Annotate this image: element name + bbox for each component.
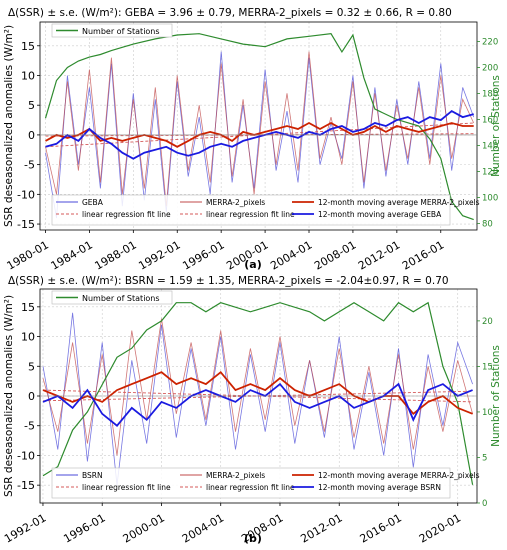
legend-label: Number of Stations: [82, 294, 160, 303]
y-tick-label: 0: [28, 129, 35, 142]
x-tick-label: 1992-01: [136, 238, 182, 272]
legend-label: MERRA-2_pixels: [206, 471, 265, 480]
legend-label: Number of Stations: [82, 27, 160, 36]
series-linear-regression-fit-line-merra-2-pixels: [45, 133, 474, 137]
y2-tick-label: 140: [482, 142, 498, 152]
legend-frame: [51, 290, 173, 305]
x-tick-label: 2016-01: [358, 511, 404, 545]
x-tick-label: 2004-01: [180, 511, 226, 545]
y2-tick-label: 10: [482, 408, 493, 418]
legend-label: 12-month moving average GEBA: [318, 210, 442, 219]
y2-tick-label: 80: [482, 220, 493, 230]
panel-caption: (b): [244, 532, 262, 545]
y-tick-label: -10: [17, 449, 35, 462]
legend-frame: [51, 23, 173, 38]
legend-frame: [51, 467, 451, 499]
y-tick-label: -10: [17, 188, 35, 201]
legend-label: linear regression fit line: [206, 210, 295, 219]
y2-tick-label: 180: [482, 90, 498, 100]
legend-label: linear regression fit line: [82, 210, 171, 219]
x-tick-label: 1996-01: [180, 238, 226, 272]
x-tick-label: 2012-01: [356, 238, 402, 272]
legend-frame: [51, 194, 451, 226]
y2-tick-label: 5: [482, 453, 487, 463]
y2-tick-label: 160: [482, 116, 498, 126]
legend-label: GEBA: [82, 198, 104, 207]
y2-tick-label: 0: [482, 499, 487, 509]
y-tick-label: 5: [28, 360, 35, 373]
series-linear-regression-fit-line-bsrn: [42, 390, 473, 402]
y2-axis-label: Number of Stations: [490, 345, 502, 447]
x-tick-label: 2016-01: [400, 238, 446, 272]
legend-label: linear regression fit line: [82, 483, 171, 492]
x-tick-label: 2000-01: [121, 511, 167, 545]
y-tick-label: 0: [28, 390, 35, 403]
y2-tick-label: 20: [482, 317, 493, 327]
chart-panel-a: Δ(SSR) ± s.e. (W/m²): GEBA = 3.96 ± 0.79…: [3, 7, 502, 273]
y-tick-label: -15: [17, 479, 35, 492]
x-tick-label: 2020-01: [417, 511, 463, 545]
panel-caption: (a): [244, 258, 261, 271]
series-number-of-stations: [44, 33, 474, 221]
y-tick-label: 15: [21, 301, 35, 314]
y-tick-label: 15: [21, 40, 35, 53]
x-tick-label: 1988-01: [93, 238, 139, 272]
series-12-month-moving-average-bsrn: [42, 382, 473, 427]
chart-panel-b: Δ(SSR) ± s.e. (W/m²): BSRN = 1.59 ± 1.35…: [2, 275, 502, 546]
y-tick-label: 10: [21, 331, 35, 344]
legend-label: 12-month moving average MERRA-2_pixels: [318, 198, 480, 207]
series-12-month-moving-average-geba: [45, 110, 474, 160]
chart-title: Δ(SSR) ± s.e. (W/m²): GEBA = 3.96 ± 0.79…: [8, 7, 452, 19]
series-12-month-moving-average-merra-2-pixels: [45, 121, 474, 148]
y2-tick-label: 220: [482, 38, 498, 48]
legend-label: linear regression fit line: [206, 483, 295, 492]
y2-axis-label: Number of Stations: [490, 75, 502, 177]
legend-label: BSRN: [82, 471, 103, 480]
x-tick-label: 2012-01: [298, 511, 344, 545]
y-tick-label: 10: [21, 69, 35, 82]
stations-legend: Number of Stations: [51, 290, 173, 305]
stations-legend: Number of Stations: [51, 23, 173, 38]
x-tick-label: 2008-01: [312, 238, 358, 272]
x-tick-label: 1984-01: [49, 238, 95, 272]
series-bsrn: [42, 312, 473, 486]
x-tick-label: 1980-01: [5, 238, 51, 272]
y-tick-label: 5: [28, 99, 35, 112]
plot-frame: [39, 21, 478, 231]
series-merra-2-pixels: [42, 318, 473, 456]
y-tick-label: -15: [17, 218, 35, 231]
series-legend: GEBA linear regression fit line MERRA-2_pi…: [51, 194, 480, 226]
x-tick-label: 2004-01: [268, 238, 314, 272]
y-tick-label: -5: [24, 159, 35, 172]
y2-tick-label: 120: [482, 168, 498, 178]
x-tick-label: 1992-01: [2, 511, 48, 545]
y-tick-label: -5: [24, 420, 35, 433]
legend-label: 12-month moving average BSRN: [318, 483, 441, 492]
y2-tick-label: 100: [482, 194, 498, 204]
series-merra-2-pixels: [45, 51, 475, 207]
series-number-of-stations: [42, 301, 474, 485]
y-axis-label: SSR deseasonalized anomalies (W/m²): [3, 25, 15, 227]
series-12-month-moving-average-merra-2-pixels: [42, 370, 473, 416]
legend-label: MERRA-2_pixels: [206, 198, 265, 207]
series-legend: BSRN linear regression fit line MERRA-2_pi…: [51, 467, 480, 499]
y2-tick-label: 15: [482, 362, 493, 372]
legend-label: 12-month moving average MERRA-2_pixels: [318, 471, 480, 480]
y-axis-label: SSR deseasonalized anomalies (W/m²): [3, 295, 15, 497]
chart-title: Δ(SSR) ± s.e. (W/m²): BSRN = 1.59 ± 1.35…: [8, 275, 449, 287]
x-tick-label: 1996-01: [61, 511, 107, 545]
y2-tick-label: 200: [482, 64, 498, 74]
